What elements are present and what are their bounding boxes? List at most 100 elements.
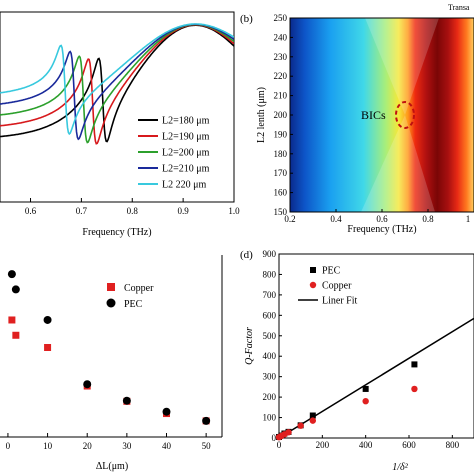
panel-d-copper-point	[362, 398, 369, 405]
panel-c-pec-point	[202, 416, 211, 425]
panel-a-xlabel: Frequency (THz)	[82, 227, 151, 238]
panel-a-xticks: 0.6 0.7 0.8 0.9 1.0	[25, 198, 240, 216]
panel-d-ticks: 0 200 400 600 800 0 100 200 300 400 500 600 700 800 90…	[263, 249, 460, 450]
panel-d-xtick-label: 0	[277, 440, 282, 450]
panel-a: 0.6 0.7 0.8 0.9 1.0 Frequency (THz) L2=180 μ…	[0, 11, 240, 238]
panel-b-xlabel: Frequency (THz)	[347, 224, 416, 235]
panel-d-frame	[278, 253, 474, 439]
panel-d-ytick-label: 400	[263, 351, 277, 361]
panel-d-ylabel: Q-Factor	[244, 327, 255, 365]
panel-c-copper-point	[44, 344, 52, 351]
panel-d-xtick-label: 200	[316, 440, 330, 450]
panel-a-xtick-label: 0.7	[76, 206, 88, 216]
panel-d-plot	[275, 317, 474, 441]
panel-d-legend: PEC Copper Liner Fit	[298, 266, 357, 307]
panel-b-ticks: 0.2 0.4 0.6 0.8 1 150 160 170 180 190 200 210 220 230…	[274, 13, 474, 224]
panel-c-legend-marker	[106, 298, 116, 308]
panel-b-ytick-label: 200	[274, 110, 288, 120]
panel-a-xtick-label: 0.8	[127, 206, 139, 216]
panel-c-legend-marker	[107, 283, 115, 291]
panel-b-ytick-label: 180	[274, 149, 288, 159]
panel-b-xtick-label: 0.8	[422, 214, 434, 224]
panel-b-ytick-label: 160	[274, 188, 288, 198]
panel-d-fit-line	[278, 317, 474, 439]
panel-d-pec-point	[362, 385, 369, 392]
panel-d-xtick-label: 600	[402, 440, 416, 450]
panel-d-ytick-label: 300	[263, 372, 277, 382]
panel-d-legend-label: PEC	[322, 266, 341, 277]
panel-c-pec-point	[122, 396, 131, 405]
panel-c-copper-point	[8, 316, 16, 324]
panel-d-xlabel: 1/δ²	[392, 462, 408, 473]
panel-a-legend: L2=180 μm L2=190 μm L2=200 μm L2=210 μm L2 2…	[132, 108, 230, 194]
panel-c-xlabel: ΔL(μm)	[96, 461, 128, 472]
panel-a-xtick-label: 0.9	[178, 206, 190, 216]
panel-b-ytick-label: 210	[274, 91, 288, 101]
panel-c-pec-point	[7, 270, 16, 279]
panel-d-legend-marker	[309, 281, 317, 289]
panel-a-frame	[0, 11, 235, 203]
panel-d-legend-label: Copper	[322, 281, 352, 292]
panel-c-points	[7, 270, 211, 425]
panel-c-legend-label: Copper	[124, 283, 154, 294]
panel-b-annotation: BICs	[361, 108, 386, 122]
panel-b-ytick-label: 190	[274, 129, 288, 139]
panel-d-ytick-label: 700	[263, 290, 277, 300]
panel-c-xtick-label: 0	[6, 441, 11, 451]
panel-a-legend-label: L2=200 μm	[162, 148, 210, 159]
panel-a-legend-label: L2=190 μm	[162, 132, 210, 143]
panel-a-xtick-label: 0.6	[25, 206, 37, 216]
panel-c-pec-point	[43, 315, 52, 324]
panel-b-bic-band	[361, 18, 439, 212]
panel-a-legend-label: L2=210 μm	[162, 164, 210, 175]
panel-c-legend: Copper PEC	[106, 283, 154, 310]
panel-b-title: Transa	[448, 3, 470, 12]
panel-d-pec-point	[411, 361, 418, 368]
panel-d-ytick-label: 900	[263, 249, 277, 259]
panel-d-copper-point	[297, 422, 304, 429]
panel-b-ytick-label: 250	[274, 13, 288, 23]
panel-c: 0 10 20 30 40 50 Copper PEC ΔL(μm)	[0, 255, 223, 472]
panel-d-label: (d)	[240, 249, 253, 261]
panel-c-xtick-label: 50	[202, 441, 212, 451]
panel-d-xtick-label: 800	[446, 440, 460, 450]
panel-b-ytick-label: 230	[274, 52, 288, 62]
panel-b-heatmap	[290, 18, 474, 212]
panel-b-xtick-label: 0.2	[284, 214, 295, 224]
panel-c-xtick-label: 10	[43, 441, 53, 451]
panel-a-legend-label: L2=180 μm	[162, 116, 210, 127]
panel-b-xtick-label: 0.4	[330, 214, 342, 224]
panel-b-xtick-label: 1	[466, 214, 471, 224]
panel-d-ytick-label: 800	[263, 269, 277, 279]
panel-a-xtick-label: 1.0	[228, 206, 240, 216]
panel-b-ytick-label: 170	[274, 168, 288, 178]
panel-d-xtick-label: 400	[359, 440, 373, 450]
panel-c-xtick-label: 40	[162, 441, 172, 451]
panel-d-legend-label: Liner Fit	[322, 296, 357, 307]
panel-c-xtick-label: 20	[83, 441, 93, 451]
panel-a-legend-label: L2 220 μm	[162, 180, 206, 191]
panel-b-label: (b)	[240, 13, 253, 25]
panel-b: (b) Transa BICs 0.2 0.4 0.6 0.8 1 150 160 170 18…	[240, 3, 474, 235]
panel-c-pec-point	[11, 285, 20, 294]
panel-a-curves	[0, 23, 234, 145]
panel-d-copper-point	[411, 385, 418, 393]
panel-d-legend-marker	[310, 267, 316, 273]
panel-d-copper-point	[309, 417, 316, 424]
panel-c-pec-point	[83, 380, 92, 389]
panel-d-ytick-label: 100	[263, 413, 277, 423]
panel-c-legend-label: PEC	[124, 299, 143, 310]
panel-b-ytick-label: 220	[274, 71, 288, 81]
panel-c-pec-point	[162, 407, 171, 416]
panel-d-copper-point	[285, 429, 292, 436]
panel-a-series-line	[0, 23, 234, 136]
panel-c-xtick-label: 30	[122, 441, 132, 451]
panel-d-ytick-label: 0	[272, 433, 277, 443]
panel-c-xticks: 0 10 20 30 40 50	[6, 433, 211, 451]
panel-d-ytick-label: 200	[263, 392, 277, 402]
panel-b-ylabel: L2 lenth (μm)	[256, 87, 267, 143]
panel-d-ytick-label: 600	[263, 310, 277, 320]
panel-b-ytick-label: 240	[274, 32, 288, 42]
panel-d-pec-point	[309, 412, 316, 419]
